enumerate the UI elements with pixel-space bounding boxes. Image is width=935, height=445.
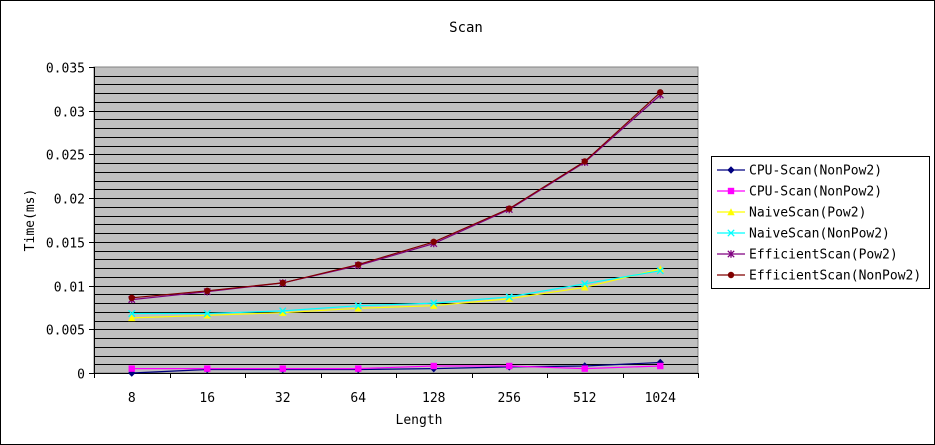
x-tick-label: 16 <box>199 391 215 406</box>
x-tick-label: 128 <box>422 391 445 406</box>
data-point <box>657 89 664 96</box>
data-point <box>128 309 136 318</box>
y-tick-label: 0.025 <box>46 149 85 164</box>
x-tick-label: 32 <box>275 391 291 406</box>
data-point <box>128 369 136 377</box>
y-axis-title: Time(ms) <box>23 189 38 252</box>
data-point <box>430 238 437 246</box>
data-point <box>581 280 589 288</box>
legend-marker <box>727 208 735 216</box>
legend-label: NaiveScan(Pow2) <box>749 206 866 221</box>
data-point <box>128 365 135 372</box>
x-axis-title: Length <box>396 413 443 428</box>
chart-title: Scan <box>449 20 483 36</box>
data-point <box>204 365 211 372</box>
plot-area: 0 0.005 0.01 0.015 0.02 0.025 0.03 0.035 8 16 32 64… <box>46 62 699 406</box>
data-point <box>430 299 438 307</box>
x-tick-label: 256 <box>498 391 521 406</box>
data-point <box>203 311 211 319</box>
legend-box <box>711 156 930 289</box>
data-point <box>355 261 362 268</box>
x-tick-label: 8 <box>128 391 136 406</box>
data-point <box>355 365 362 372</box>
data-point <box>279 308 287 316</box>
y-tick-label: 0.035 <box>46 62 85 77</box>
y-tick-label: 0.03 <box>54 106 85 121</box>
plot-background <box>93 66 699 374</box>
data-point <box>581 283 589 291</box>
data-point <box>505 294 513 302</box>
data-point <box>656 267 664 275</box>
series-line-1 <box>131 361 661 374</box>
legend-label: CPU-Scan(NonPow2) <box>749 185 882 200</box>
legend: CPU-Scan(NonPow2) CPU-Scan(NonPow2) NaiveS… <box>711 156 930 289</box>
data-point <box>506 205 513 212</box>
legend-label: EfficientScan(NonPow2) <box>749 269 921 284</box>
data-point <box>204 287 211 295</box>
data-point <box>279 279 286 287</box>
data-point <box>581 158 588 165</box>
x-tick-label: 64 <box>350 391 366 406</box>
y-tick-label: 0 <box>77 368 85 383</box>
data-point <box>430 301 438 309</box>
x-tick-label: 1024 <box>645 391 676 406</box>
legend-marker <box>727 250 735 258</box>
legend-marker <box>727 271 735 279</box>
y-tick-label: 0.01 <box>54 281 85 296</box>
data-point <box>581 365 588 372</box>
data-point <box>128 314 136 322</box>
series-line-5 <box>131 94 661 301</box>
legend-label: EfficientScan(Pow2) <box>749 248 898 263</box>
y-tick-label: 0.015 <box>46 237 85 252</box>
data-point <box>354 304 362 312</box>
legend-marker <box>727 166 735 174</box>
data-point <box>506 362 513 370</box>
data-point <box>203 309 211 318</box>
data-point <box>657 362 664 370</box>
legend-label: NaiveScan(NonPow2) <box>749 227 890 242</box>
legend-marker <box>727 229 735 237</box>
legend-label: CPU-Scan(NonPow2) <box>749 164 882 179</box>
legend-marker <box>727 187 735 195</box>
y-tick-label: 0.02 <box>54 193 85 208</box>
series-line-6 <box>131 91 661 299</box>
series-line-2 <box>131 365 661 370</box>
series-line-3 <box>131 268 661 319</box>
y-tick-label: 0.005 <box>46 324 85 339</box>
data-point <box>430 362 437 370</box>
series-line-4 <box>131 270 661 315</box>
x-tick-label: 512 <box>573 391 596 406</box>
data-point <box>505 293 513 301</box>
data-point <box>279 307 287 315</box>
data-point <box>279 365 286 372</box>
data-point <box>354 302 362 310</box>
data-point <box>128 294 135 302</box>
